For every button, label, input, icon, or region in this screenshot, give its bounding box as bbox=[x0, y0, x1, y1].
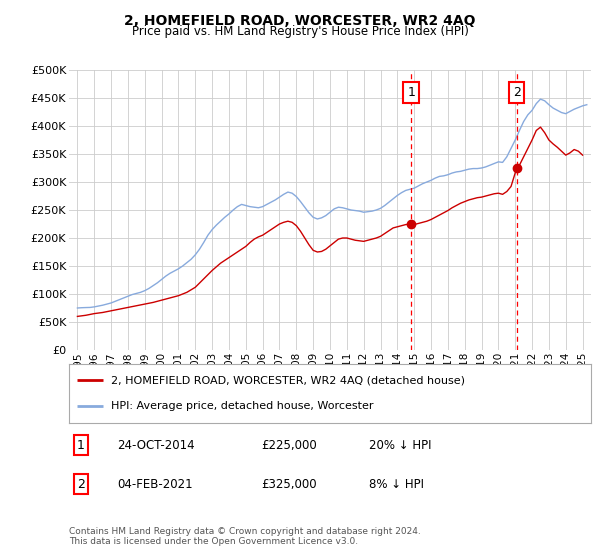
Text: 04-FEB-2021: 04-FEB-2021 bbox=[117, 478, 193, 491]
Text: 2, HOMEFIELD ROAD, WORCESTER, WR2 4AQ (detached house): 2, HOMEFIELD ROAD, WORCESTER, WR2 4AQ (d… bbox=[111, 375, 465, 385]
Text: 1: 1 bbox=[407, 86, 415, 99]
Text: 24-OCT-2014: 24-OCT-2014 bbox=[117, 438, 194, 452]
Text: 2: 2 bbox=[513, 86, 521, 99]
Text: 2: 2 bbox=[77, 478, 85, 491]
Text: 20% ↓ HPI: 20% ↓ HPI bbox=[369, 438, 431, 452]
Text: Contains HM Land Registry data © Crown copyright and database right 2024.
This d: Contains HM Land Registry data © Crown c… bbox=[69, 526, 421, 546]
Text: £325,000: £325,000 bbox=[261, 478, 317, 491]
Text: £225,000: £225,000 bbox=[261, 438, 317, 452]
Text: HPI: Average price, detached house, Worcester: HPI: Average price, detached house, Worc… bbox=[111, 402, 373, 412]
Text: Price paid vs. HM Land Registry's House Price Index (HPI): Price paid vs. HM Land Registry's House … bbox=[131, 25, 469, 38]
Text: 8% ↓ HPI: 8% ↓ HPI bbox=[369, 478, 424, 491]
Text: 1: 1 bbox=[77, 438, 85, 452]
Text: 2, HOMEFIELD ROAD, WORCESTER, WR2 4AQ: 2, HOMEFIELD ROAD, WORCESTER, WR2 4AQ bbox=[124, 14, 476, 28]
